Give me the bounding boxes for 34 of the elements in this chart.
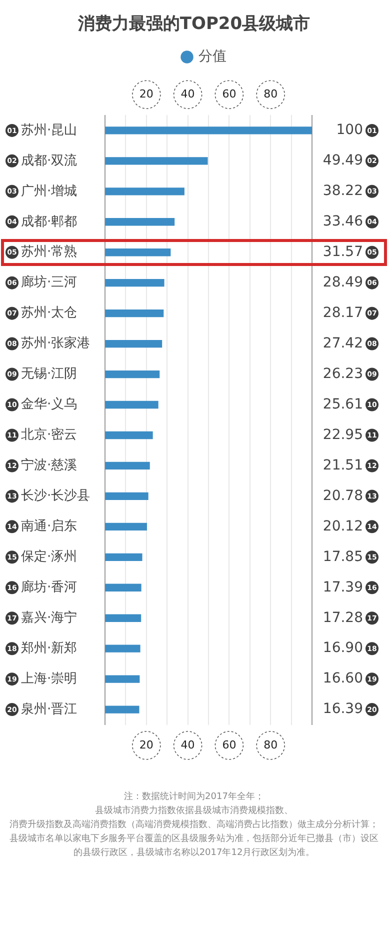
- bar: [105, 431, 153, 440]
- bar: [105, 644, 140, 652]
- text: 消费升级指数及高端消费指数（高端消费规模指数、高端消费占比指数）做主成分分析计算；: [8, 818, 380, 832]
- bar: [105, 340, 162, 348]
- bar: [105, 248, 171, 256]
- bar: [105, 400, 158, 409]
- bar: [105, 218, 175, 226]
- bar: [105, 462, 150, 470]
- bar: [105, 706, 140, 714]
- bar: [105, 584, 142, 592]
- x-tick-label: 40: [180, 738, 195, 752]
- text: 县级城市消费力指数依据县级城市消费规模指数、: [94, 804, 294, 818]
- text: 注：数据统计时间为2017年全年；: [123, 790, 265, 804]
- bar: [105, 522, 147, 531]
- x-tick-label: 80: [264, 738, 278, 752]
- x2-tick-label: 80: [264, 87, 278, 100]
- bar: [105, 370, 160, 378]
- x-tick-label: 20: [139, 738, 154, 752]
- x2-tick-label: 40: [180, 87, 195, 100]
- bar: [105, 492, 148, 500]
- bar: [105, 614, 142, 622]
- bar: [105, 279, 164, 287]
- legend-label: 分值: [198, 48, 226, 65]
- x2-tick-label: 60: [222, 87, 236, 100]
- bar: [105, 309, 164, 318]
- bar: [105, 553, 142, 561]
- bar: [105, 675, 140, 683]
- x2-tick-label: 20: [139, 87, 154, 100]
- bar: [105, 157, 208, 165]
- chart-title: 消费力最强的TOP20县级城市: [76, 13, 312, 36]
- text: 县级城市名单以家电下乡服务平台覆盖的区县级服务站为准，包括部分近年已撤县（市）设区的县级行政区，县级城市名称以2017年12月行政区划为准。: [8, 832, 380, 860]
- x-tick-label: 60: [222, 738, 236, 752]
- bar: [105, 188, 184, 196]
- bar: [105, 126, 312, 134]
